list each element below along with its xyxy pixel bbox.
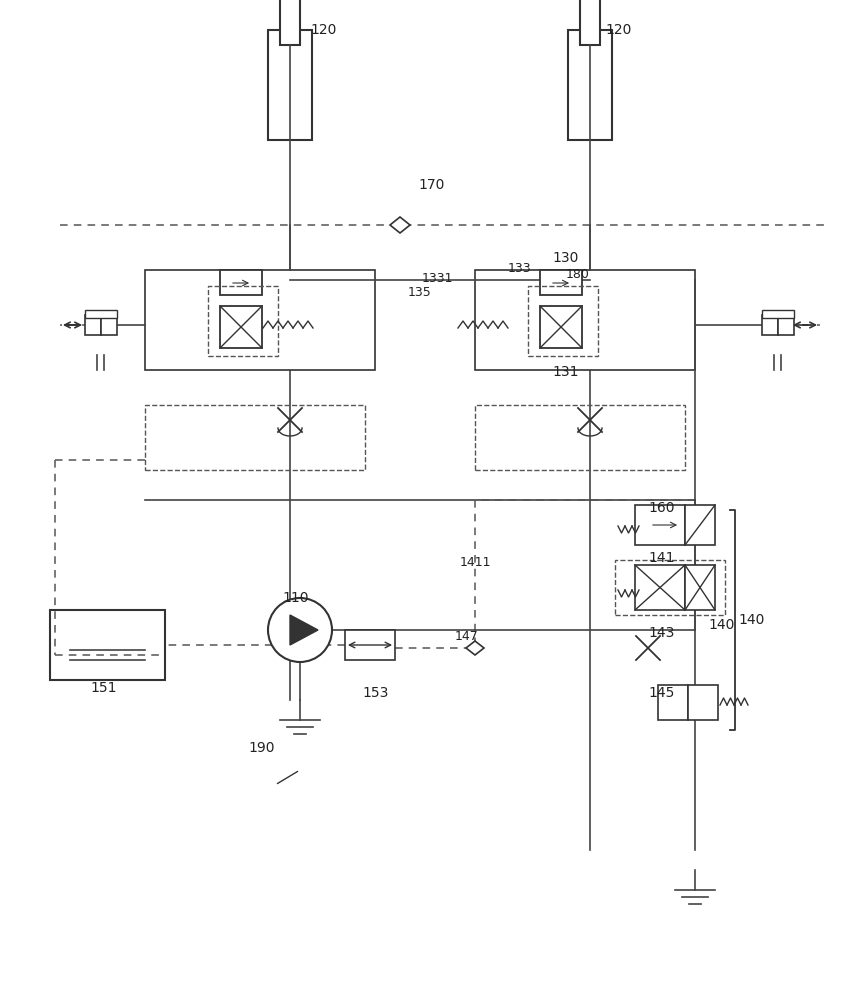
Bar: [208, 286, 278, 356]
Text: 131: 131: [552, 365, 578, 379]
Text: 190: 190: [248, 741, 275, 755]
Bar: [280, 0, 300, 45]
Text: 110: 110: [282, 591, 308, 605]
Text: 145: 145: [648, 686, 675, 700]
Text: 120: 120: [310, 23, 336, 37]
Polygon shape: [466, 641, 484, 655]
Bar: [580, 0, 600, 45]
Text: 1411: 1411: [460, 556, 492, 568]
Bar: [220, 306, 262, 348]
Bar: [762, 315, 778, 335]
Bar: [685, 565, 715, 610]
Text: 1331: 1331: [422, 271, 454, 284]
Circle shape: [268, 598, 332, 662]
Bar: [85, 310, 117, 318]
Bar: [475, 405, 685, 470]
Text: 160: 160: [648, 501, 675, 515]
Bar: [568, 30, 612, 140]
Bar: [540, 306, 582, 348]
Text: 130: 130: [552, 251, 578, 265]
Bar: [345, 630, 395, 660]
Bar: [145, 405, 365, 470]
Text: 180: 180: [566, 268, 590, 282]
Text: 143: 143: [648, 626, 675, 640]
Bar: [635, 505, 685, 545]
Bar: [528, 286, 598, 356]
Bar: [475, 270, 695, 370]
Bar: [615, 560, 725, 615]
Bar: [220, 270, 262, 295]
Text: 151: 151: [90, 681, 117, 695]
Polygon shape: [290, 615, 318, 645]
Text: 140: 140: [708, 618, 734, 632]
Bar: [145, 270, 375, 370]
Bar: [85, 315, 101, 335]
Bar: [635, 565, 685, 610]
Text: 141: 141: [648, 551, 675, 565]
Bar: [685, 505, 715, 545]
Text: 153: 153: [362, 686, 388, 700]
Bar: [658, 685, 688, 720]
Bar: [101, 315, 117, 335]
Text: 120: 120: [605, 23, 631, 37]
Text: 133: 133: [508, 261, 532, 274]
Bar: [50, 610, 165, 680]
Text: 135: 135: [408, 286, 432, 298]
Polygon shape: [390, 217, 410, 233]
Bar: [540, 270, 582, 295]
Text: 170: 170: [418, 178, 444, 192]
Bar: [688, 685, 718, 720]
Bar: [778, 315, 794, 335]
Text: 147: 147: [455, 631, 479, 644]
Bar: [762, 310, 794, 318]
Text: 140: 140: [738, 613, 765, 627]
Bar: [268, 30, 312, 140]
